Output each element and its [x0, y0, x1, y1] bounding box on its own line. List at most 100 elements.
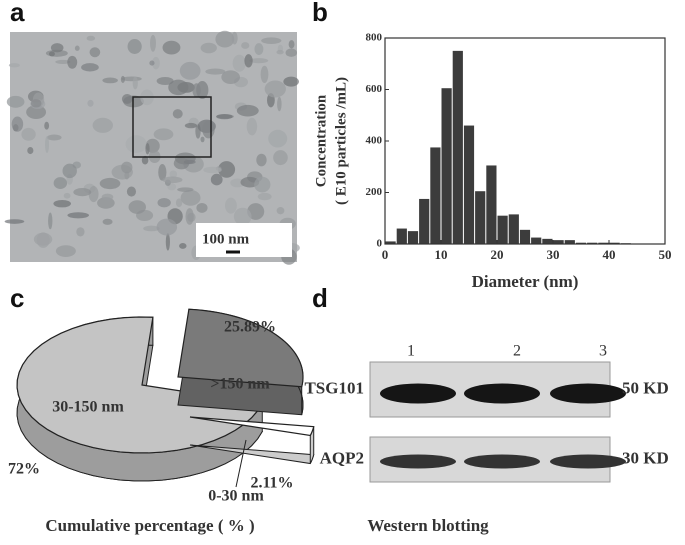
particle — [74, 45, 80, 51]
particle — [53, 177, 68, 190]
particle — [224, 197, 237, 214]
particle — [99, 177, 121, 190]
band — [464, 454, 540, 469]
particle — [264, 80, 286, 98]
particle — [283, 76, 299, 87]
zoom-box — [132, 96, 212, 158]
bar — [553, 240, 564, 244]
bar — [508, 214, 519, 244]
particle — [165, 233, 170, 251]
particle — [216, 114, 233, 120]
value-label: 72% — [8, 461, 40, 478]
x-axis-label: Diameter (nm) — [472, 272, 579, 291]
particle — [120, 75, 125, 83]
bar — [542, 238, 553, 244]
particle — [179, 243, 187, 249]
particle — [196, 202, 208, 213]
particle — [185, 208, 194, 225]
particle — [192, 83, 201, 98]
bar — [564, 240, 575, 244]
particle — [153, 128, 174, 141]
particle — [184, 122, 198, 129]
particle — [156, 218, 178, 236]
slice-label: 30-150 nm — [52, 399, 124, 416]
x-tick-label: 30 — [547, 247, 560, 262]
particle — [92, 117, 113, 133]
bar — [609, 242, 620, 244]
bar — [463, 125, 475, 244]
particle — [249, 58, 269, 64]
particle — [124, 171, 130, 180]
bar — [575, 242, 587, 244]
y-tick-label: 600 — [366, 83, 383, 95]
particle — [218, 161, 236, 178]
scale-box — [196, 223, 292, 257]
particle — [241, 42, 250, 49]
bar — [385, 241, 396, 244]
particle — [205, 68, 226, 75]
particle — [97, 197, 115, 209]
particle — [36, 232, 50, 248]
particle — [215, 30, 235, 48]
row-label: TSG101 — [304, 378, 364, 397]
particle — [156, 76, 174, 86]
x-tick-label: 40 — [603, 247, 616, 262]
particle — [145, 142, 150, 155]
particle — [48, 212, 53, 230]
panel-label: a — [10, 0, 25, 27]
band — [380, 383, 456, 404]
bar — [587, 242, 598, 244]
particle — [53, 199, 71, 208]
particle — [88, 186, 99, 203]
particle — [27, 146, 34, 155]
particle — [87, 99, 94, 107]
particle — [55, 245, 76, 258]
x-tick-label: 0 — [382, 247, 389, 262]
bar — [452, 50, 463, 244]
bar — [407, 231, 419, 244]
particle — [76, 227, 85, 237]
particle — [221, 70, 240, 84]
particle — [285, 48, 297, 57]
pie-slice — [177, 308, 304, 388]
slice-label: 0-30 nm — [208, 488, 264, 505]
particle — [8, 63, 20, 68]
particle — [44, 121, 50, 130]
row-label: AQP2 — [320, 448, 364, 467]
particle — [73, 188, 92, 197]
lane-label: 2 — [513, 343, 521, 360]
value-label: 2.11% — [250, 475, 293, 492]
particle — [67, 212, 89, 219]
particle — [202, 120, 215, 139]
particle — [288, 40, 295, 49]
particle — [200, 42, 217, 54]
particle — [231, 31, 238, 45]
x-tick-label: 20 — [491, 247, 504, 262]
particle — [127, 39, 142, 54]
size-label: 50 KD — [622, 378, 669, 397]
bar — [531, 237, 542, 244]
particle — [277, 96, 282, 112]
bar — [486, 165, 497, 244]
particle — [132, 76, 138, 90]
particle — [62, 163, 77, 179]
particle — [158, 163, 167, 181]
particle — [254, 43, 264, 55]
y-tick-label: 800 — [366, 32, 383, 44]
particle — [276, 49, 284, 55]
lane-label: 1 — [407, 343, 415, 360]
particle — [125, 135, 147, 153]
particle — [141, 155, 149, 165]
bar — [419, 198, 430, 244]
particle — [183, 159, 196, 165]
bar — [475, 191, 486, 244]
particle — [50, 43, 64, 53]
pie-caption: Cumulative percentage ( % ) — [45, 516, 254, 535]
particle — [67, 55, 78, 69]
y-tick-label: 200 — [366, 186, 383, 198]
particle — [102, 77, 118, 84]
y-axis-label: ( E10 particles /mL) — [333, 77, 349, 205]
particle — [257, 192, 272, 201]
particle — [172, 109, 183, 119]
